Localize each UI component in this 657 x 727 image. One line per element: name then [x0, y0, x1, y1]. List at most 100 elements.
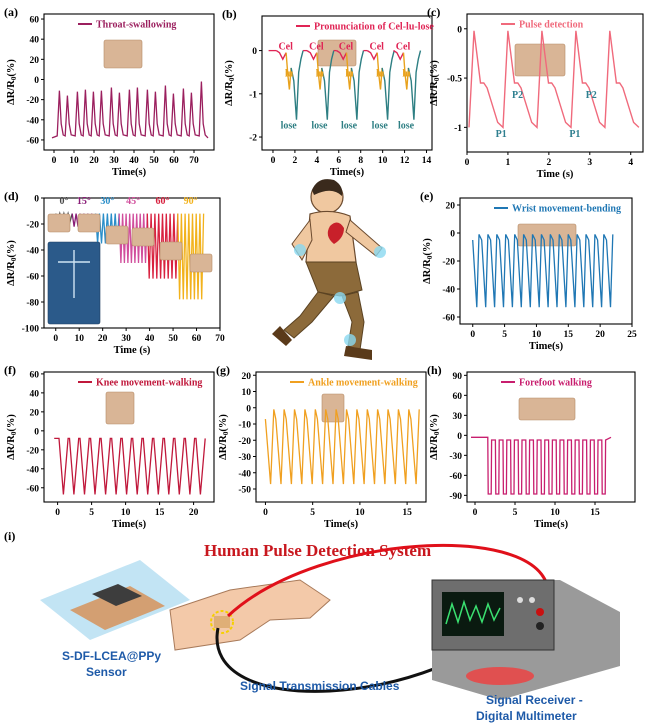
series-line-lose — [382, 51, 394, 120]
y-tick-label: 40 — [30, 389, 40, 399]
legend-label: Knee movement-walking — [96, 378, 202, 389]
y-tick-label: -40 — [442, 286, 455, 296]
panel-g: 0 5 10 15 -50 -40 -30 -20 -10 0 10 20 Time(s) ΔR/R0(%… — [216, 363, 426, 530]
x-tick-label: 15 — [564, 330, 574, 340]
x-tick-label: 2 — [546, 158, 551, 168]
x-tick-label: 40 — [129, 156, 139, 166]
x-tick-label: 60 — [169, 156, 179, 166]
legend-label: Pulse detection — [519, 20, 584, 31]
x-tick-label: 15 — [402, 508, 412, 518]
y-tick-label: 0 — [457, 25, 462, 35]
panel-h: 0 5 10 15-90-60-300306090Time(s)ΔR/R0(%)(h)… — [427, 363, 635, 530]
x-tick-label: 10 — [378, 156, 388, 166]
annotation-lu: lu — [285, 69, 294, 80]
y-tick-label: -20 — [26, 221, 39, 231]
human-runner-illustration — [272, 179, 386, 360]
annotation-p2: P2 — [512, 90, 523, 101]
x-tick-label: 12 — [400, 156, 410, 166]
series-line-forefoot — [471, 437, 611, 494]
panel-d: 0 10 20 30 40 50 60 70-100-80-60-40-200Time (s)… — [4, 189, 225, 356]
plot-frame — [467, 372, 635, 502]
x-axis-label: Time(s) — [529, 341, 564, 352]
x-tick-label: 70 — [215, 334, 225, 344]
panel-letter-i: (i) — [4, 529, 15, 543]
y-tick-label: -1 — [454, 124, 462, 134]
annotation-cel: Cel — [369, 42, 384, 53]
forefoot-photo — [519, 398, 575, 420]
x-tick-label: 15 — [155, 508, 165, 518]
y-tick-label: -60 — [449, 472, 462, 482]
sensor-label-line1: S-DF-LCEA@PPy — [62, 649, 161, 663]
x-tick-label: 20 — [89, 156, 99, 166]
receiver-label-line1: Signal Receiver - — [486, 693, 583, 707]
x-tick-label: 10 — [74, 334, 84, 344]
series-label: 60° — [156, 196, 170, 207]
x-axis-label: Time(s) — [330, 167, 365, 178]
panel-b: 0 2 4 6 8 10 12 14 -2 -1 0 Time(s) ΔR/R0(%) (b) Pronun… — [222, 7, 434, 178]
y-tick-label: 0 — [450, 230, 455, 240]
hand-illustration — [170, 580, 330, 650]
sensor-label-line2: Sensor — [86, 665, 127, 679]
y-tick-label: -20 — [26, 96, 39, 106]
y-tick-label: -60 — [26, 136, 39, 146]
y-tick-label: 60 — [30, 370, 40, 380]
knee-photo — [106, 392, 134, 424]
x-tick-label: 5 — [89, 508, 94, 518]
y-tick-label: 30 — [453, 412, 463, 422]
y-tick-label: 0 — [34, 76, 39, 86]
x-tick-label: 25 — [627, 330, 637, 340]
x-tick-label: 8 — [358, 156, 363, 166]
y-tick-label: -80 — [26, 299, 39, 309]
y-tick-label: -2 — [249, 134, 257, 144]
y-tick-label: 60 — [30, 16, 40, 26]
x-tick-label: 4 — [628, 158, 633, 168]
x-tick-label: 0 — [53, 334, 58, 344]
x-tick-label: 60 — [192, 334, 202, 344]
x-tick-label: 6 — [336, 156, 341, 166]
y-tick-label: -90 — [449, 492, 462, 502]
x-tick-label: 0 — [263, 508, 268, 518]
annotation-lose: lose — [311, 120, 328, 131]
x-tick-label: 5 — [513, 508, 518, 518]
y-axis-label: ΔR/R0(%) — [429, 60, 441, 106]
annotation-lu: lu — [316, 69, 325, 80]
panel-e: 0 5 10 15 20 25-60-40-20020Time(s)ΔR/R0(%)(e)… — [420, 189, 637, 352]
y-tick-label: -50 — [238, 486, 251, 496]
annotation-lu: lu — [402, 69, 411, 80]
angle-photo — [78, 214, 100, 232]
annotation-lose: lose — [281, 120, 298, 131]
annotation-lose: lose — [372, 120, 389, 131]
legend-label: Ankle movement-walking — [308, 378, 418, 389]
x-tick-label: 30 — [109, 156, 119, 166]
y-tick-label: -20 — [26, 446, 39, 456]
panel-letter: (b) — [222, 7, 237, 21]
panel-f: 0 5 10 15 20-60-40-200204060Time(s)ΔR/R0(%)(… — [4, 363, 214, 530]
series-label: 0° — [59, 196, 68, 207]
legend-label: Throat-swallowing — [96, 20, 176, 31]
panel-letter: (c) — [427, 5, 440, 19]
y-tick-label: -1 — [249, 90, 257, 100]
series-line-throat — [52, 82, 208, 138]
x-tick-label: 50 — [168, 334, 178, 344]
system-title: Human Pulse Detection System — [204, 541, 431, 560]
y-tick-label: -10 — [238, 421, 251, 431]
panel-a: 0 10 20 30 40 50 60 70-60-40-200204060Time(s)ΔR… — [4, 5, 214, 178]
annotation-cel: Cel — [339, 42, 354, 53]
y-tick-label: 60 — [453, 392, 463, 402]
x-tick-label: 10 — [69, 156, 79, 166]
panel-letter: (g) — [216, 363, 230, 377]
y-tick-label: 20 — [446, 202, 456, 212]
series-label: 30° — [100, 196, 114, 207]
y-tick-label: -20 — [442, 258, 455, 268]
angle-photo — [160, 242, 182, 260]
x-axis-label: Time (s) — [114, 345, 151, 356]
annotation-p1: P1 — [496, 129, 507, 140]
x-tick-label: 4 — [314, 156, 319, 166]
x-axis-label: Time(s) — [112, 167, 147, 178]
annotation-cel: Cel — [309, 42, 324, 53]
legend-label: Pronunciation of Cel-lu-lose — [314, 22, 434, 33]
annotation-lu: lu — [345, 69, 354, 80]
y-tick-label: -60 — [26, 273, 39, 283]
x-tick-label: 0 — [271, 156, 276, 166]
